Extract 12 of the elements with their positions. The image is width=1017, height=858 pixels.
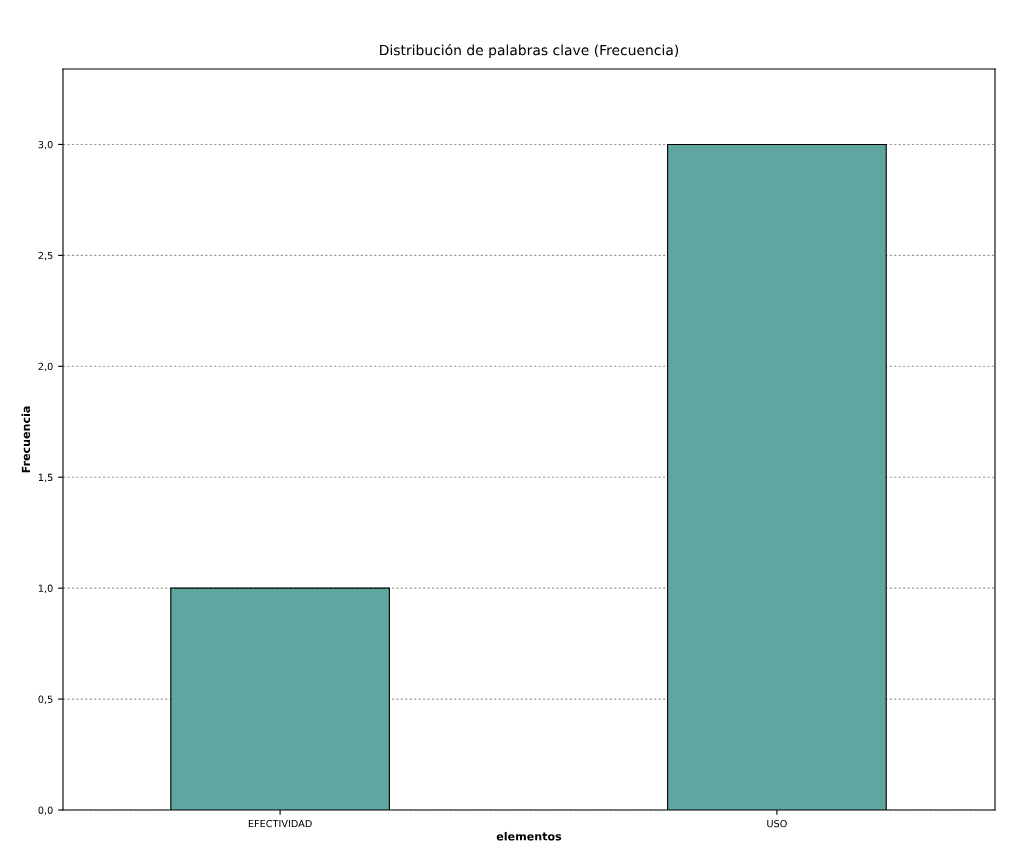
y-tick-label: 2,5 bbox=[38, 251, 53, 261]
x-tick-label: EFECTIVIDAD bbox=[248, 819, 312, 828]
y-tick-label: 2,0 bbox=[38, 362, 53, 372]
y-tick-label: 3,0 bbox=[38, 140, 53, 150]
y-tick-label: 0,5 bbox=[38, 695, 53, 704]
y-tick-label: 1,0 bbox=[38, 584, 53, 593]
y-axis-title: Frecuencia bbox=[21, 406, 31, 473]
y-tick-label: 0,0 bbox=[38, 806, 53, 815]
chart-title: Distribución de palabras clave (Frecuencia) bbox=[380, 44, 679, 58]
x-tick-label: USO bbox=[767, 819, 787, 828]
y-tick-label: 1,5 bbox=[38, 473, 53, 483]
x-axis-title: elementos bbox=[496, 831, 562, 841]
